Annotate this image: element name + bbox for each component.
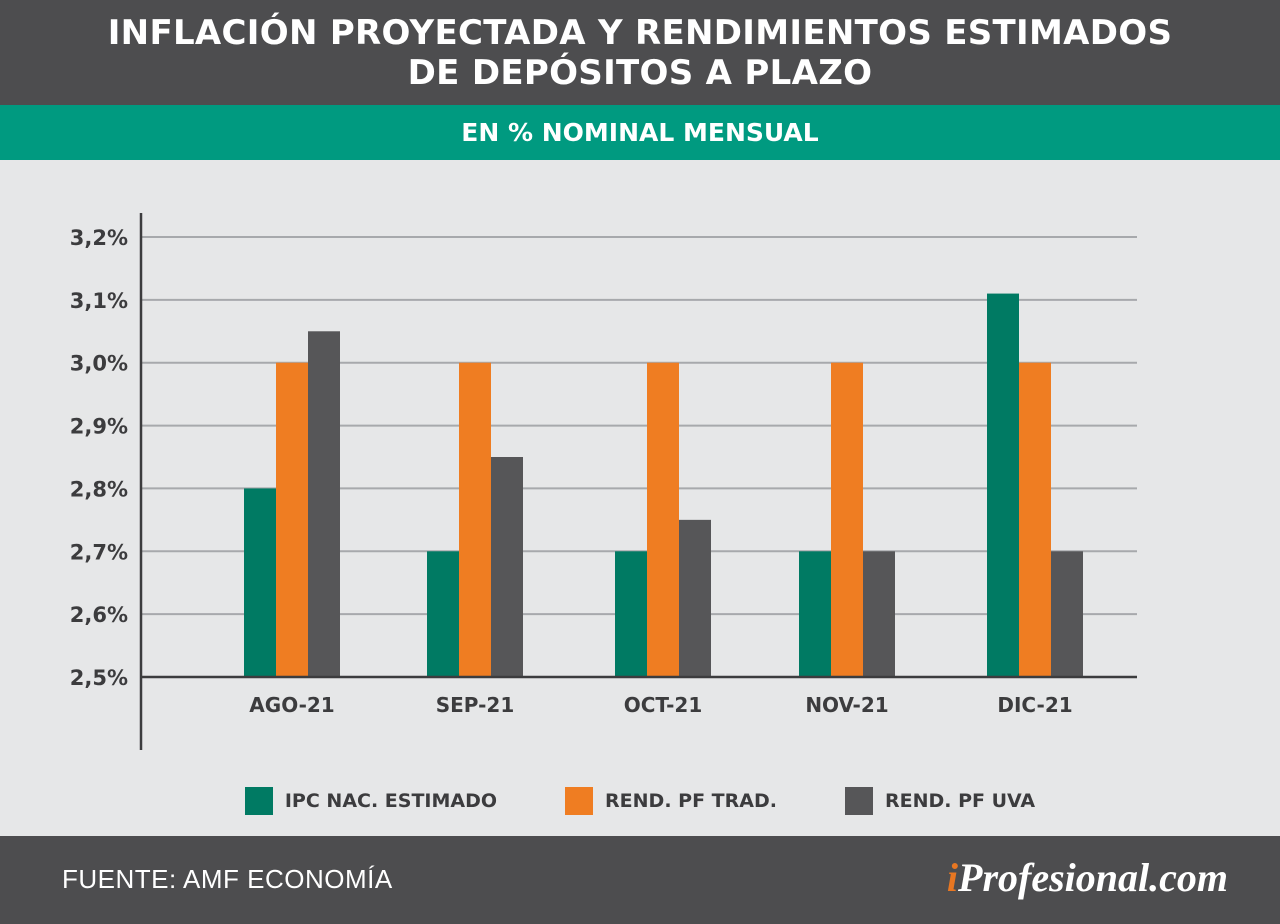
legend-swatch [565, 787, 594, 815]
legend-item: IPC NAC. ESTIMADO [244, 787, 498, 815]
bar-rend-pf-trad-oct-21 [647, 362, 679, 677]
legend-swatch [244, 787, 273, 815]
bar-ipc-nac-estimado-sep-21 [427, 551, 459, 677]
y-tick-label: 3,0% [70, 352, 128, 376]
x-tick-label: AGO-21 [249, 693, 334, 717]
x-tick-label: DIC-21 [997, 693, 1072, 717]
bar-chart: 2,5% 2,6% 2,7% 2,8% 2,9% 3,0% 3,1% 3,2% AGO-21 SE… [70, 213, 1137, 750]
bar-rend-pf-trad-sep-21 [459, 362, 491, 677]
legend-swatch [844, 787, 873, 815]
chart-header: INFLACIÓN PROYECTADA Y RENDIMIENTOS ESTI… [0, 0, 1280, 105]
chart-title-line-2: DE DEPÓSITOS A PLAZO [407, 52, 873, 93]
plot-area: 2,5% 2,6% 2,7% 2,8% 2,9% 3,0% 3,1% 3,2% AGO-21 SE… [0, 160, 1280, 840]
y-tick-label: 2,6% [70, 603, 128, 627]
chart-legend: IPC NAC. ESTIMADO REND. PF TRAD. REND. PF … [0, 785, 1280, 817]
x-tick-label: NOV-21 [805, 693, 888, 717]
bar-ipc-nac-estimado-nov-21 [799, 551, 831, 677]
bar-rend-pf-uva-dic-21 [1051, 551, 1083, 677]
bar-rend-pf-trad-dic-21 [1019, 362, 1051, 677]
bar-rend-pf-uva-oct-21 [679, 519, 711, 677]
brand-logo-text: Profesional.com [958, 855, 1228, 900]
bar-rend-pf-uva-ago-21 [308, 331, 340, 677]
bar-rend-pf-uva-sep-21 [491, 457, 523, 677]
bar-rend-pf-trad-nov-21 [831, 362, 863, 677]
y-tick-label: 3,1% [70, 289, 128, 313]
bar-rend-pf-uva-nov-21 [863, 551, 895, 677]
footer: FUENTE: AMF ECONOMÍA iProfesional.com [0, 836, 1280, 924]
bar-rend-pf-trad-ago-21 [276, 362, 308, 677]
legend-item: REND. PF TRAD. [565, 787, 777, 815]
legend-label: IPC NAC. ESTIMADO [284, 790, 498, 812]
bar-ipc-nac-estimado-oct-21 [615, 551, 647, 677]
brand-logo-accent: i [946, 855, 959, 900]
x-tick-label: OCT-21 [624, 693, 703, 717]
y-tick-label: 2,8% [70, 477, 128, 501]
legend-label: REND. PF TRAD. [605, 790, 777, 812]
bar-ipc-nac-estimado-ago-21 [244, 488, 276, 677]
source-text: FUENTE: AMF ECONOMÍA [62, 864, 393, 894]
bar-ipc-nac-estimado-dic-21 [987, 293, 1019, 677]
chart-subtitle: EN % NOMINAL MENSUAL [0, 105, 1280, 160]
legend-item: REND. PF UVA [844, 787, 1036, 815]
brand-logo: iProfesional.com [947, 854, 1228, 901]
y-tick-label: 3,2% [70, 226, 128, 250]
y-tick-label: 2,9% [70, 415, 128, 439]
legend-label: REND. PF UVA [884, 790, 1036, 812]
y-tick-label: 2,5% [70, 666, 128, 690]
y-tick-label: 2,7% [70, 540, 128, 564]
chart-title-line-1: INFLACIÓN PROYECTADA Y RENDIMIENTOS ESTI… [107, 12, 1173, 53]
x-tick-label: SEP-21 [436, 693, 515, 717]
